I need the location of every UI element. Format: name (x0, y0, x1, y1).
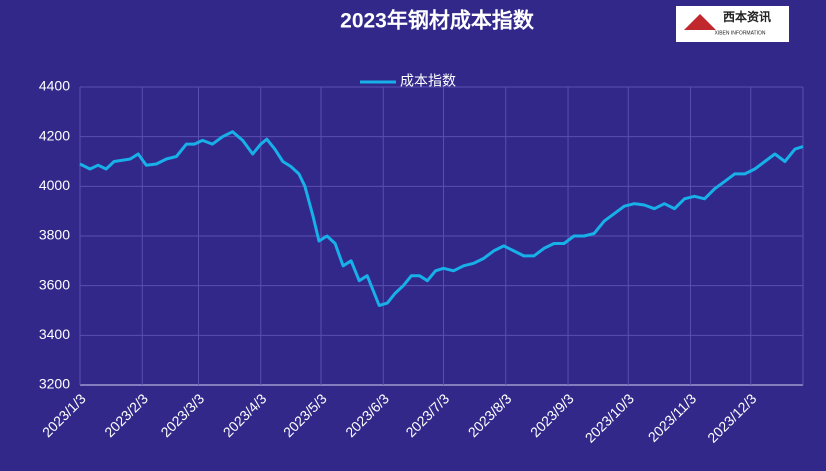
x-tick-label: 2023/4/3 (220, 390, 270, 440)
x-tick-label: 2023/3/3 (157, 390, 207, 440)
x-tick-label: 2023/1/3 (39, 390, 89, 440)
x-tick-label: 2023/6/3 (342, 390, 392, 440)
x-tick-label: 2023/11/3 (645, 390, 700, 445)
y-tick-label: 4000 (39, 177, 70, 193)
x-tick-label: 2023/5/3 (280, 390, 330, 440)
x-tick-label: 2023/7/3 (402, 390, 452, 440)
y-tick-label: 3600 (39, 276, 70, 292)
y-tick-label: 4400 (39, 78, 70, 94)
logo-name: 西本资讯 (723, 9, 771, 24)
y-tick-label: 3400 (39, 326, 70, 342)
legend-label: 成本指数 (400, 73, 456, 89)
y-tick-label: 3800 (39, 227, 70, 243)
logo-subtitle: XIBEN INFORMATION (714, 30, 765, 36)
logo-icon (684, 14, 716, 30)
series-line (79, 130, 804, 307)
y-tick-label: 3200 (39, 376, 70, 392)
x-tick-label: 2023/12/3 (704, 390, 760, 446)
x-tick-label: 2023/9/3 (527, 390, 577, 440)
chart-title: 2023年钢材成本指数 (340, 9, 535, 33)
x-tick-label: 2023/10/3 (582, 390, 638, 446)
logo: 西本资讯 XIBEN INFORMATION (676, 6, 789, 42)
y-tick-label: 4200 (39, 127, 70, 143)
x-tick-label: 2023/2/3 (101, 390, 151, 440)
x-tick-label: 2023/8/3 (465, 390, 515, 440)
